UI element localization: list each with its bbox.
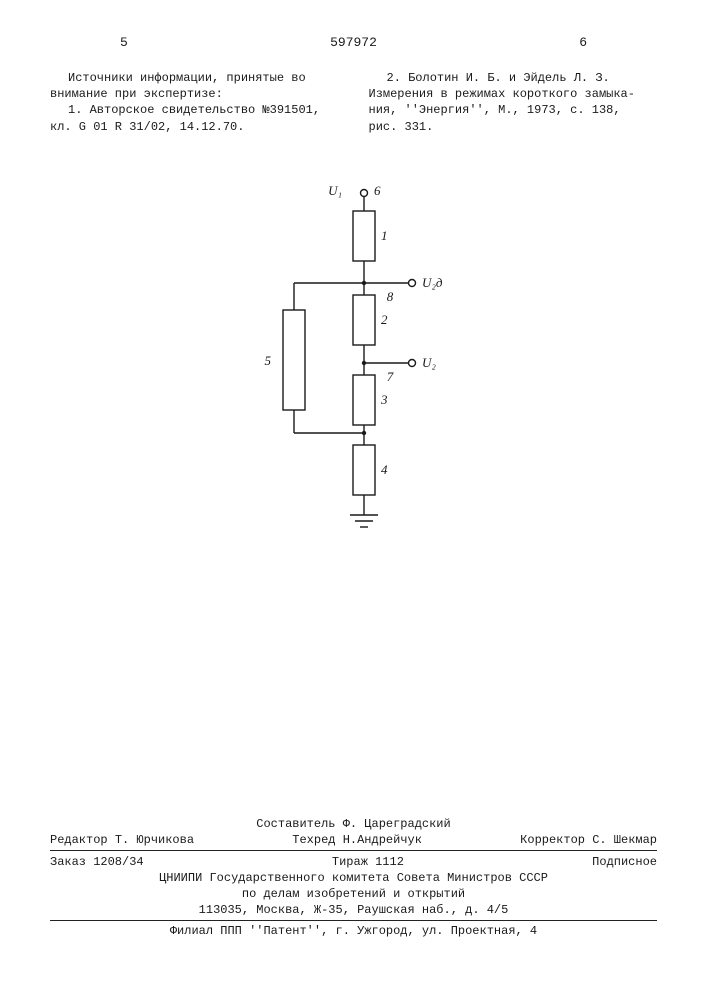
- corrector-label: Корректор: [520, 833, 585, 847]
- svg-text:4: 4: [381, 462, 388, 477]
- corrector-name: С. Шекмар: [592, 833, 657, 847]
- order-number: Заказ 1208/34: [50, 855, 144, 869]
- references-left-column: Источники информации, принятые во вниман…: [50, 70, 339, 135]
- svg-text:5: 5: [264, 353, 271, 368]
- ref-text: внимание при экспертизе:: [50, 86, 339, 102]
- ref-item-2-cont: рис. 331.: [369, 119, 658, 135]
- compiler-label: Составитель: [256, 817, 335, 831]
- svg-text:8: 8: [386, 289, 393, 304]
- ref-text: Источники информации, принятые во: [50, 70, 339, 86]
- svg-text:U₁: U₁: [328, 183, 342, 198]
- ref-item-2-cont: ния, ''Энергия'', М., 1973, с. 138,: [369, 102, 658, 118]
- page-number-right: 6: [579, 35, 587, 50]
- address-line: 113035, Москва, Ж-35, Раушская наб., д. …: [50, 903, 657, 917]
- editor-name: Т. Юрчикова: [115, 833, 194, 847]
- compiler-name: Ф. Цареградский: [343, 817, 451, 831]
- org-line-2: по делам изобретений и открытий: [50, 887, 657, 901]
- subscription: Подписное: [592, 855, 657, 869]
- svg-text:1: 1: [381, 228, 388, 243]
- svg-text:3: 3: [380, 392, 388, 407]
- document-number: 597972: [330, 35, 377, 50]
- svg-text:7: 7: [386, 369, 393, 384]
- circuit-diagram: U₁ 6 1 5 U₂д 8 2 U₂ 7 3 4: [234, 175, 474, 555]
- editor-label: Редактор: [50, 833, 108, 847]
- techred-name: Н.Андрейчук: [343, 833, 422, 847]
- ref-item-2: 2. Болотин И. Б. и Эйдель Л. З.: [369, 70, 658, 86]
- svg-text:U₂: U₂: [422, 355, 436, 370]
- page-number-left: 5: [120, 35, 128, 50]
- svg-text:2: 2: [381, 312, 388, 327]
- imprint-footer: Составитель Ф. Цареградский Редактор Т. …: [50, 815, 657, 940]
- ref-item-1-cont: кл. G 01 R 31/02, 14.12.70.: [50, 119, 339, 135]
- ref-item-2-cont: Измерения в режимах короткого замыка-: [369, 86, 658, 102]
- svg-text:U₂д: U₂д: [422, 275, 443, 290]
- org-line-1: ЦНИИПИ Государственного комитета Совета …: [50, 871, 657, 885]
- svg-text:6: 6: [374, 183, 381, 198]
- ref-item-1: 1. Авторское свидетельство №391501,: [50, 102, 339, 118]
- references-right-column: 2. Болотин И. Б. и Эйдель Л. З. Измерени…: [369, 70, 658, 135]
- tirazh: Тираж 1112: [332, 855, 404, 869]
- techred-label: Техред: [292, 833, 335, 847]
- branch-line: Филиал ППП ''Патент'', г. Ужгород, ул. П…: [50, 924, 657, 938]
